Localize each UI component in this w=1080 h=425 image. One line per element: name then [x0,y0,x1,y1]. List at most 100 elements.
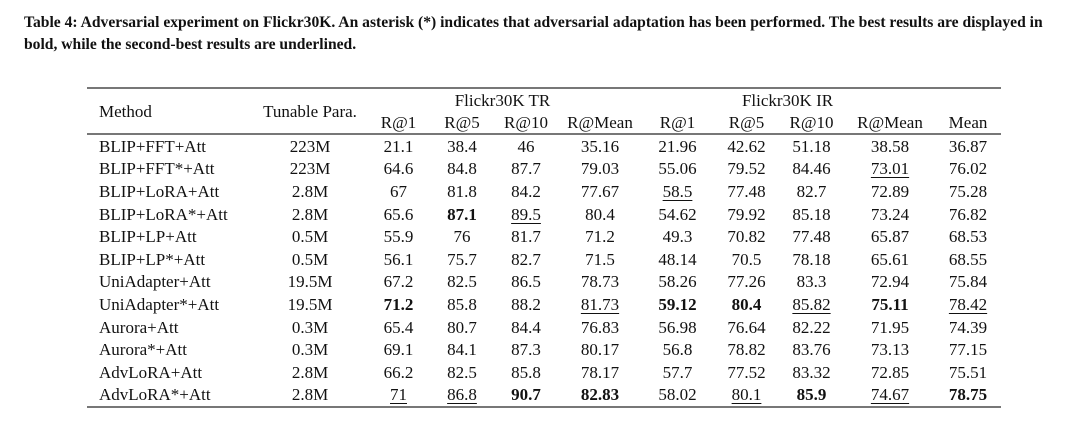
value-text: 84.46 [792,159,831,179]
table-caption: Table 4: Adversarial experiment on Flick… [24,14,1043,53]
value-text: 67 [390,181,407,201]
value-text: 58.26 [658,272,697,292]
value-text: 55.06 [658,159,697,179]
value-cell: 80.7 [432,316,492,339]
tunable-params-cell: 2.8M [291,181,329,201]
value-cell: 73.24 [845,203,935,226]
value-text: 82.5 [447,272,477,292]
value-text: 57.7 [662,362,693,382]
value-text: 84.8 [447,159,477,179]
value-cell: 72.94 [845,271,935,294]
value-text: 56.8 [662,340,693,360]
value-cell: 78.42 [935,293,1001,316]
value-text: 56.1 [383,249,414,269]
value-cell: 87.3 [492,338,560,361]
value-text: 35.16 [580,136,620,156]
value-text: 65.4 [383,317,414,337]
value-text: 65.61 [870,249,910,269]
value-cell: 71.2 [365,293,432,316]
value-cell: 88.2 [492,293,560,316]
table-row: AdvLoRA*+Att 2.8M 71 86.8 90.7 82.83 58.02 80.1… [87,383,1002,409]
value-cell: 79.03 [560,158,640,181]
tunable-params-cell: 0.5M [291,249,329,269]
value-text: 75.28 [948,181,988,201]
value-text: 49.3 [662,227,693,247]
subheader-4: R@1 [640,111,715,135]
method-cell: Aurora*+Att [99,340,187,360]
subheader-2: R@10 [492,111,560,135]
value-text: 82.5 [447,362,477,382]
value-text: 73.13 [870,340,910,360]
value-text: 81.7 [511,227,541,247]
value-cell: 59.12 [640,293,715,316]
value-cell: 65.6 [365,203,432,226]
value-text: 71.2 [585,227,615,247]
value-cell: 73.13 [845,338,935,361]
value-text: 78.42 [948,294,988,314]
value-text: 84.4 [511,317,541,337]
value-text: 46 [517,136,535,156]
value-text: 54.62 [658,204,697,224]
value-cell: 75.7 [432,248,492,271]
tunable-params-cell: 223M [289,136,331,156]
value-text: 67.2 [383,272,414,292]
value-cell: 71.95 [845,316,935,339]
value-cell: 48.14 [640,248,715,271]
value-cell: 68.53 [935,225,1001,248]
value-text: 76.64 [727,317,766,337]
tunable-params-cell: 19.5M [287,272,333,292]
value-cell: 82.7 [778,180,845,203]
value-text: 77.48 [792,227,831,247]
value-text: 73.24 [870,204,910,224]
value-text: 71.95 [870,317,910,337]
value-text: 64.6 [383,159,414,179]
value-cell: 21.96 [640,134,715,158]
value-text: 83.32 [792,362,831,382]
table-row: UniAdapter*+Att 19.5M 71.2 85.8 88.2 81.73 59.… [87,293,1001,316]
value-text: 89.5 [511,204,541,224]
value-text: 21.96 [658,136,697,156]
value-cell: 85.9 [778,383,845,409]
tunable-params-cell: 19.5M [287,294,333,314]
value-cell: 71.2 [560,225,640,248]
value-text: 75.84 [948,272,988,292]
value-cell: 54.62 [640,203,715,226]
value-cell: 84.1 [432,338,492,361]
value-cell: 80.4 [715,293,778,316]
value-cell: 84.8 [432,158,492,181]
value-text: 79.92 [727,204,766,224]
value-text: 84.1 [447,340,477,360]
value-text: 83.76 [792,340,831,360]
value-cell: 65.61 [845,248,935,271]
value-text: 66.2 [383,362,414,382]
value-text: 78.75 [948,385,988,405]
value-cell: 82.5 [432,361,492,384]
value-cell: 72.85 [845,361,935,384]
value-text: 36.87 [948,136,988,156]
value-text: 81.73 [580,294,620,314]
value-text: 68.55 [948,249,988,269]
value-cell: 81.73 [560,293,640,316]
value-cell: 70.82 [715,225,778,248]
value-cell: 78.17 [560,361,640,384]
value-text: 79.52 [727,159,766,179]
value-text: 80.1 [731,385,762,405]
value-cell: 66.2 [365,361,432,384]
subheader-7: R@Mean [845,111,936,135]
value-text: 77.26 [727,272,766,292]
value-cell: 49.3 [640,225,715,248]
value-cell: 77.48 [778,225,845,248]
header-spacer [935,87,1002,111]
table-row: Aurora+Att 0.3M 65.4 80.7 84.4 76.83 56.98 76.6… [87,316,1001,339]
table-row: UniAdapter+Att 19.5M 67.2 82.5 86.5 78.73 58.2… [87,271,1001,294]
value-cell: 46 [492,134,560,158]
value-text: 69.1 [383,340,414,360]
value-text: 87.1 [447,204,477,224]
value-text: 38.4 [447,136,477,156]
value-cell: 65.4 [365,316,432,339]
value-cell: 84.2 [492,180,560,203]
table-row: BLIP+LoRA*+Att 2.8M 65.6 87.1 89.5 80.4 54.62 7… [87,203,1001,226]
value-text: 80.4 [585,204,615,224]
value-cell: 71 [365,383,432,409]
value-cell: 58.26 [640,271,715,294]
